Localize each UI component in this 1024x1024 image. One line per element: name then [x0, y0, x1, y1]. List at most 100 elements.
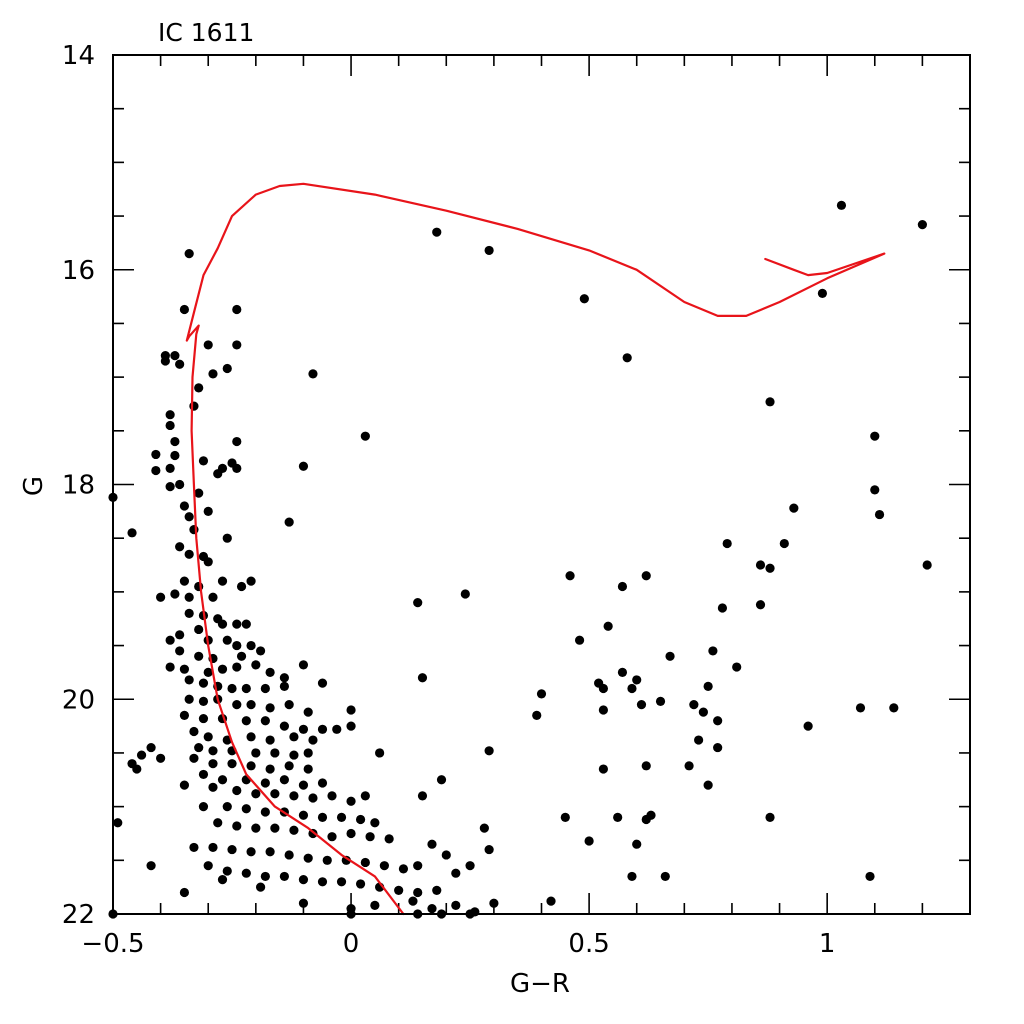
data-point	[360, 791, 370, 801]
data-point	[603, 621, 613, 631]
data-point	[198, 713, 209, 724]
data-point	[213, 818, 223, 828]
data-point	[194, 624, 204, 635]
x-tick-label: 0	[343, 929, 360, 959]
data-point	[175, 479, 185, 490]
data-point	[165, 635, 175, 645]
data-point	[203, 861, 213, 871]
data-point	[441, 850, 451, 860]
data-point	[789, 503, 799, 513]
data-point	[232, 340, 242, 350]
data-point	[765, 812, 775, 822]
data-point	[241, 716, 251, 726]
data-point	[655, 696, 666, 706]
y-tick-label: 22	[62, 900, 95, 930]
data-point	[355, 814, 366, 825]
data-point	[289, 750, 299, 760]
data-point	[484, 844, 494, 855]
data-point	[260, 871, 270, 882]
data-point	[184, 549, 194, 559]
data-point	[175, 646, 185, 656]
data-point	[251, 748, 261, 758]
data-point	[598, 705, 608, 715]
data-point	[251, 660, 261, 670]
data-point	[365, 832, 375, 842]
data-point	[279, 775, 289, 785]
plot-frame	[112, 54, 971, 915]
y-axis-label: G	[19, 476, 49, 496]
data-point	[327, 791, 337, 801]
data-point	[260, 716, 270, 726]
chart-title: IC 1611	[158, 18, 254, 47]
data-point	[246, 732, 256, 742]
data-point	[260, 778, 270, 788]
data-point	[184, 512, 194, 522]
data-point	[246, 847, 256, 857]
data-point	[708, 646, 718, 656]
data-point	[917, 220, 927, 230]
data-point	[246, 700, 256, 710]
data-point	[379, 861, 389, 871]
data-point	[370, 900, 380, 911]
data-point	[179, 780, 190, 790]
data-point	[232, 463, 242, 473]
data-point	[765, 563, 775, 573]
data-point	[260, 683, 270, 694]
data-point	[436, 775, 447, 785]
data-point	[579, 294, 589, 304]
data-point	[298, 875, 309, 885]
data-point	[208, 782, 218, 792]
data-point	[703, 780, 713, 790]
data-point	[713, 742, 723, 753]
data-point	[432, 227, 442, 237]
data-point	[865, 871, 875, 882]
data-point	[660, 871, 670, 882]
data-point	[317, 678, 328, 688]
data-point	[232, 640, 242, 651]
data-point	[198, 769, 209, 780]
data-point	[889, 703, 899, 713]
data-point	[284, 850, 294, 860]
data-point	[232, 821, 242, 831]
data-point	[427, 904, 437, 914]
data-point	[179, 304, 190, 315]
isochrone-curve	[185, 182, 886, 916]
data-point	[184, 608, 194, 618]
data-point	[236, 581, 247, 592]
data-point	[684, 761, 694, 771]
data-point	[175, 542, 185, 552]
x-tick-label: 1	[819, 929, 836, 959]
data-point	[765, 397, 775, 407]
data-point	[270, 748, 280, 758]
data-point	[246, 640, 256, 651]
data-point	[641, 571, 651, 581]
data-point	[398, 864, 409, 874]
data-point	[127, 528, 137, 538]
data-point	[165, 420, 175, 431]
data-point	[298, 724, 309, 734]
data-point	[279, 673, 289, 683]
data-point	[665, 651, 675, 661]
data-point	[222, 866, 232, 876]
data-point	[203, 340, 213, 350]
data-point	[255, 646, 266, 656]
data-point	[632, 839, 642, 849]
data-point	[408, 896, 418, 906]
data-point	[346, 828, 356, 839]
data-point	[175, 359, 185, 369]
data-point	[698, 707, 708, 717]
data-point	[417, 673, 428, 683]
data-point	[184, 694, 194, 704]
data-point	[289, 732, 299, 742]
y-tick-label: 16	[62, 256, 95, 286]
data-point	[317, 877, 328, 887]
data-point	[160, 356, 170, 366]
data-point	[560, 812, 570, 822]
data-point	[246, 761, 256, 771]
axis-tick-labels: −0.5 0 0.5 1 14 16 18 20 22	[62, 41, 836, 959]
data-point	[203, 557, 213, 567]
data-point	[165, 463, 175, 473]
data-point	[375, 748, 385, 758]
data-point	[236, 651, 247, 661]
